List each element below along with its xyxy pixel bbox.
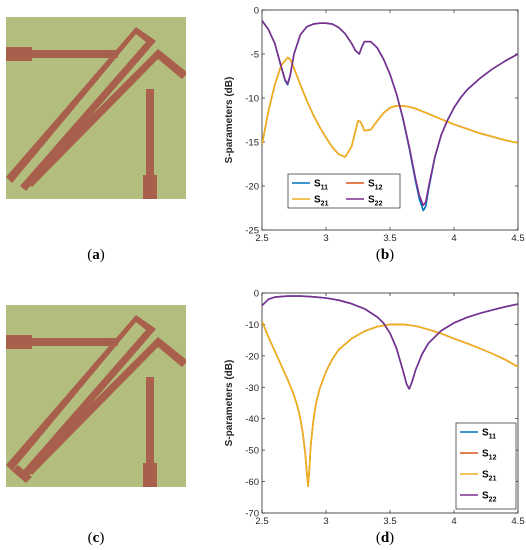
- antenna-c-traces: [6, 315, 186, 487]
- x-tick-label: 3.5: [383, 233, 396, 242]
- x-tick-label: 3.5: [383, 516, 396, 525]
- y-tick-label: -20: [245, 182, 259, 193]
- y-tick-label: -40: [245, 414, 259, 425]
- y-tick-label: -25: [245, 226, 259, 237]
- legend-entry: S21: [314, 195, 329, 208]
- y-tick-label: -10: [245, 320, 259, 331]
- y-tick-label: -50: [245, 446, 259, 457]
- x-tick-label: 4: [451, 516, 456, 525]
- x-tick-label: 2.5: [255, 233, 268, 242]
- y-axis-title: S-parameters (dB): [224, 360, 235, 447]
- feed-pad-left: [6, 335, 32, 349]
- horizontal-feed-line: [32, 338, 118, 346]
- x-tick-label: 4.5: [511, 233, 524, 242]
- vertical-feed-line: [146, 89, 154, 181]
- s-parameters-plot-d: 2.533.544.50-10-20-30-40-50-60-70Frequen…: [224, 289, 525, 526]
- feed-pad-left: [6, 47, 32, 61]
- legend-entry: S11: [314, 179, 328, 192]
- x-tick-label: 4.5: [511, 516, 524, 525]
- antenna-a-drawing: [6, 27, 186, 199]
- y-axis-title: S-parameters (dB): [224, 77, 235, 164]
- series-line-s22: [262, 295, 518, 390]
- series-group: [262, 20, 518, 212]
- y-tick-label: -20: [245, 351, 259, 362]
- subfigure-label-a: (a): [87, 247, 105, 263]
- antenna-c-drawing: [6, 315, 186, 487]
- legend-entry: S12: [368, 179, 383, 192]
- legend: S11 S12 S21 S22: [455, 422, 517, 510]
- shorting-stub: [12, 465, 32, 483]
- x-tick-label: 3: [323, 233, 328, 242]
- s-parameters-plot-b: 2.533.544.50-5-10-15-20-25Frequency (GHz…: [224, 6, 525, 243]
- series-line-s22: [262, 20, 518, 207]
- legend-entry: S12: [482, 449, 497, 462]
- y-tick-label: -10: [245, 94, 259, 105]
- y-tick-label: 0: [254, 289, 259, 300]
- y-tick-label: -30: [245, 383, 259, 394]
- x-tick-label: 4: [451, 233, 456, 242]
- y-tick-label: -70: [245, 509, 259, 520]
- antenna-layout-c: [6, 305, 186, 487]
- series-group: [262, 295, 518, 488]
- subfigure-label-b: (b): [375, 247, 395, 263]
- inner-diagonal-arm: [26, 337, 186, 475]
- horizontal-feed-line: [32, 50, 118, 58]
- feed-pad-bottom: [143, 175, 157, 199]
- antenna-a-traces: [6, 27, 186, 199]
- antenna-layout-a: [6, 17, 186, 199]
- y-tick-label: -15: [245, 138, 259, 149]
- y-tick-label: 0: [254, 6, 259, 17]
- legend-box: [287, 173, 401, 209]
- series-line-s21: [262, 320, 518, 488]
- subfigure-label-c: (c): [87, 530, 105, 546]
- legend-entry: S22: [482, 491, 497, 504]
- y-tick-label: -5: [251, 50, 259, 61]
- y-tick-label: -60: [245, 477, 259, 488]
- vertical-feed-line: [146, 377, 154, 469]
- legend-entry: S11: [482, 428, 496, 441]
- subfigure-label-d: (d): [375, 530, 395, 546]
- legend-entry: S21: [482, 470, 497, 483]
- legend-entry: S22: [368, 195, 383, 208]
- x-tick-label: 2.5: [255, 516, 268, 525]
- x-tick-label: 3: [323, 516, 328, 525]
- legend: S11 S12 S21 S22: [287, 173, 401, 209]
- feed-pad-bottom: [143, 463, 157, 487]
- inner-diagonal-arm: [26, 49, 186, 187]
